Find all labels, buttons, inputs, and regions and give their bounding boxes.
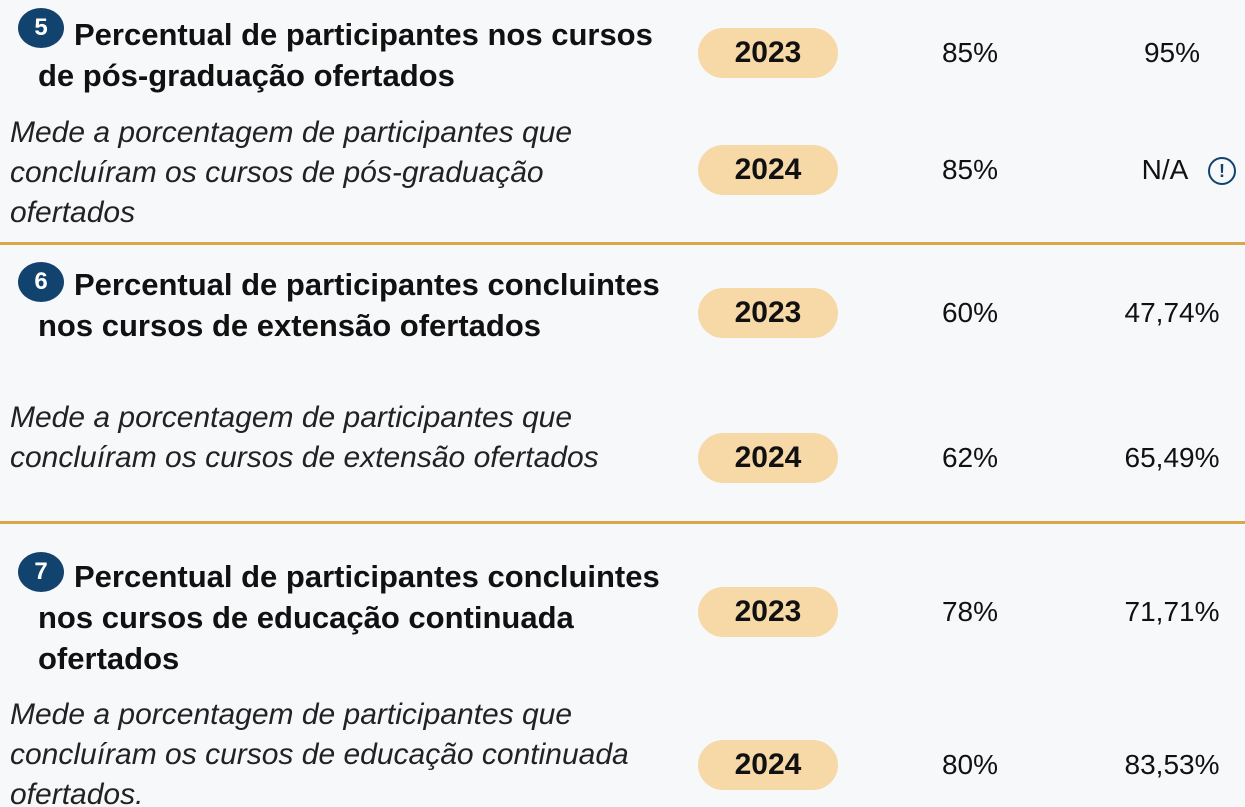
target-value: 60% bbox=[941, 297, 999, 328]
section-description: Mede a porcentagem de participantes que … bbox=[10, 698, 629, 807]
section-description: Mede a porcentagem de participantes que … bbox=[10, 116, 573, 229]
result-value: 47,74% bbox=[1124, 297, 1220, 328]
target-value: 62% bbox=[941, 442, 999, 473]
separator bbox=[0, 521, 1245, 524]
result-value: 71,71% bbox=[1124, 596, 1220, 627]
section-title: Percentual de participantes concluintes … bbox=[38, 559, 660, 676]
year-pill: 2023 bbox=[698, 28, 838, 78]
result-value: 65,49% bbox=[1124, 442, 1220, 473]
target-value: 80% bbox=[941, 749, 999, 780]
year-pill: 2024 bbox=[698, 433, 838, 483]
result-value: 95% bbox=[1143, 37, 1201, 68]
separator bbox=[0, 242, 1245, 245]
target-value: 85% bbox=[941, 37, 999, 68]
section-description: Mede a porcentagem de participantes que … bbox=[10, 401, 599, 474]
warning-icon: ! bbox=[1208, 157, 1236, 185]
number-badge: 6 bbox=[18, 262, 64, 302]
number-badge: 5 bbox=[18, 8, 64, 48]
target-value: 78% bbox=[941, 596, 999, 627]
year-pill: 2024 bbox=[698, 145, 838, 195]
section-title: Percentual de participantes nos cursos d… bbox=[38, 17, 653, 93]
year-pill: 2024 bbox=[698, 740, 838, 790]
number-badge: 7 bbox=[18, 552, 64, 592]
year-pill: 2023 bbox=[698, 587, 838, 637]
section-title: Percentual de participantes concluintes … bbox=[38, 267, 660, 343]
result-value: 83,53% bbox=[1124, 749, 1220, 780]
year-pill: 2023 bbox=[698, 288, 838, 338]
result-value: N/A bbox=[1141, 154, 1189, 185]
target-value: 85% bbox=[941, 154, 999, 185]
